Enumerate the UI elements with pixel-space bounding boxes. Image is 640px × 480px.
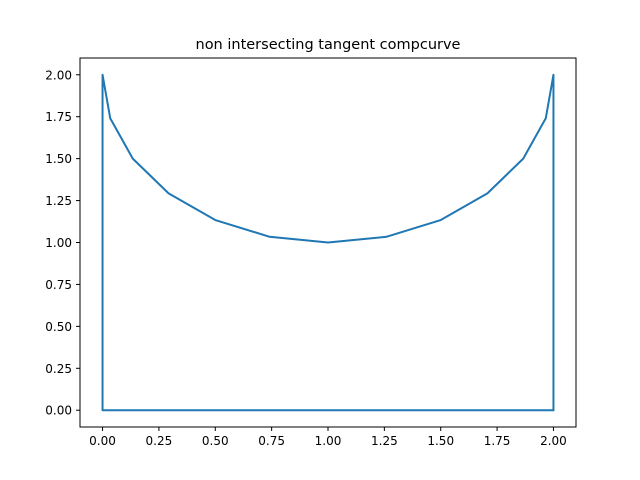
y-tick-label: 0.25 (45, 362, 72, 376)
y-tick-label: 0.75 (45, 278, 72, 292)
x-tick-label: 0.75 (258, 434, 285, 448)
series-line-0 (101, 73, 555, 412)
x-tick-label: 1.75 (484, 434, 511, 448)
x-tick-label: 0.25 (146, 434, 173, 448)
y-tick-label: 0.00 (45, 404, 72, 418)
x-tick-label: 2.00 (540, 434, 567, 448)
y-tick-label: 2.00 (45, 68, 72, 82)
x-tick-label: 0.50 (202, 434, 229, 448)
y-tick-label: 1.50 (45, 152, 72, 166)
x-tick-label: 1.25 (371, 434, 398, 448)
x-tick-label: 1.50 (427, 434, 454, 448)
x-tick-label: 0.00 (89, 434, 116, 448)
chart-title: non intersecting tangent compcurve (196, 37, 461, 53)
y-tick-label: 1.00 (45, 236, 72, 250)
y-tick-label: 1.75 (45, 110, 72, 124)
y-tick-label: 0.50 (45, 320, 72, 334)
x-tick-label: 1.00 (315, 434, 342, 448)
y-tick-label: 1.25 (45, 194, 72, 208)
plot-area: 0.00 0.25 0.50 0.75 1.00 1.25 1.50 1.75 2.00 0.00… (45, 57, 577, 448)
